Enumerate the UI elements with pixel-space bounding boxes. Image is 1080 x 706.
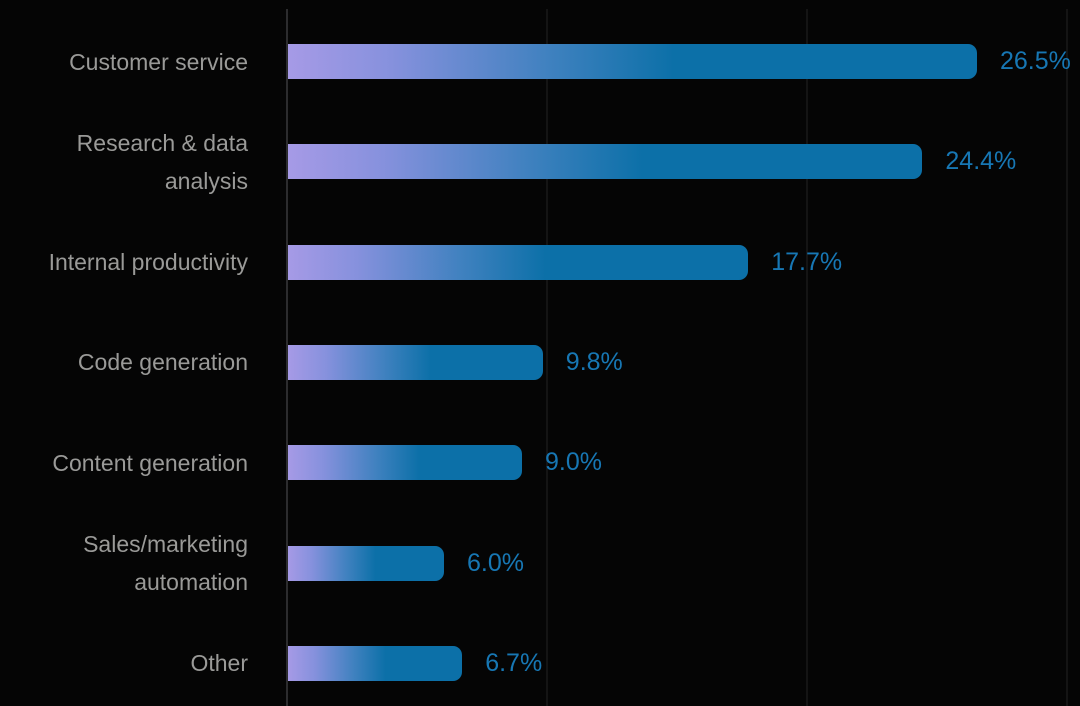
category-label: Content generation xyxy=(0,413,248,513)
bar-row: Code generation 9.8% xyxy=(0,312,1080,412)
category-label-line: Other xyxy=(190,650,248,677)
category-label: Research & data analysis xyxy=(0,112,248,212)
bar xyxy=(288,44,977,79)
gridline-30 xyxy=(1066,9,1068,706)
gridline-10 xyxy=(546,9,548,706)
bar xyxy=(288,645,463,681)
bar xyxy=(288,545,444,581)
value-label: 6.7% xyxy=(485,648,543,677)
category-label-line: Sales/marketing xyxy=(83,531,248,558)
bar-row: Sales/marketing automation 6.0% xyxy=(0,513,1080,613)
category-label: Other xyxy=(0,613,248,706)
value-label: 17.7% xyxy=(771,247,843,276)
category-label-line: automation xyxy=(134,569,248,596)
bar xyxy=(288,244,749,280)
category-label: Code generation xyxy=(0,312,248,412)
value-label: 6.0% xyxy=(467,548,524,577)
y-axis-line xyxy=(286,9,288,706)
bar xyxy=(288,445,522,481)
bar-row: Content generation 9.0% xyxy=(0,413,1080,513)
value-label: 26.5% xyxy=(1000,47,1071,75)
category-label-line: Internal productivity xyxy=(48,249,248,276)
value-label: 9.0% xyxy=(545,448,602,477)
category-label-line: Research & data xyxy=(76,129,248,156)
bar-row: Internal productivity 17.7% xyxy=(0,212,1080,312)
bar-row: Other 6.7% xyxy=(0,613,1080,706)
category-label: Internal productivity xyxy=(0,212,248,312)
value-label: 9.8% xyxy=(565,347,623,376)
gridline-20 xyxy=(806,9,808,706)
category-label-line: analysis xyxy=(164,167,248,194)
category-label-line: Code generation xyxy=(77,349,248,376)
bar-row: Research & data analysis 24.4% xyxy=(0,112,1080,212)
category-label-line: Content generation xyxy=(52,449,248,476)
bar xyxy=(288,144,923,180)
category-label: Sales/marketing automation xyxy=(0,513,248,613)
value-label: 24.4% xyxy=(945,147,1017,176)
category-label: Customer service xyxy=(0,12,248,112)
bar xyxy=(288,344,543,380)
bar-row: Customer service 26.5% xyxy=(0,12,1080,112)
category-label-line: Customer service xyxy=(69,48,248,75)
